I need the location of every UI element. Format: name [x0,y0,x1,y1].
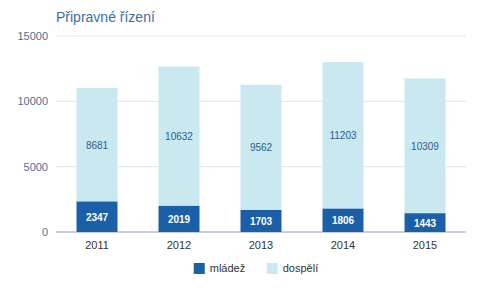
data-label: 1703 [250,216,273,227]
legend-swatch [267,263,278,274]
legend-label: dospělí [283,262,318,274]
bar-segment [77,201,118,232]
legend-swatch [194,263,205,274]
bar-segment [159,206,200,232]
bar-segment [77,88,118,201]
x-tick-label: 2011 [85,239,109,251]
grid [56,36,466,232]
bar-segment [241,85,282,210]
bar-segment [323,208,364,232]
y-tick-label: 5000 [24,161,48,173]
x-tick-label: 2014 [331,239,355,251]
data-label: 10632 [165,131,193,142]
data-label: 2019 [168,214,191,225]
title: Připravné řízení [56,9,155,25]
x-tick-label: 2012 [167,239,191,251]
chart-svg: Připravné řízení 0 5000 10000 15000 2347 2019 1… [0,0,480,288]
data-label: 8681 [86,140,109,151]
data-label: 1806 [332,215,355,226]
bar-segment [405,78,446,213]
data-label: 2347 [86,212,109,223]
data-label: 1443 [414,218,437,229]
bar-segment [159,67,200,206]
y-tick-label: 0 [42,226,48,238]
bar-segment [241,210,282,232]
data-labels: 2347 2019 1703 1806 1443 8681 10632 9562 11203 10… [86,130,439,228]
grid-line [56,36,466,37]
x-tick-label: 2015 [413,239,437,251]
chart-container: Připravné řízení 0 5000 10000 15000 2347 2019 1… [0,0,480,288]
y-tick-label: 15000 [17,30,48,42]
legend-label: mládež [210,262,245,274]
data-label: 9562 [250,142,273,153]
bar-segment [323,62,364,208]
data-label: 10309 [411,141,439,152]
legend: mládež dospělí [194,262,318,274]
bars [77,62,446,232]
bar-segment [405,213,446,232]
x-tick-label: 2013 [249,239,273,251]
data-label: 11203 [329,130,357,141]
y-tick-label: 10000 [17,95,48,107]
